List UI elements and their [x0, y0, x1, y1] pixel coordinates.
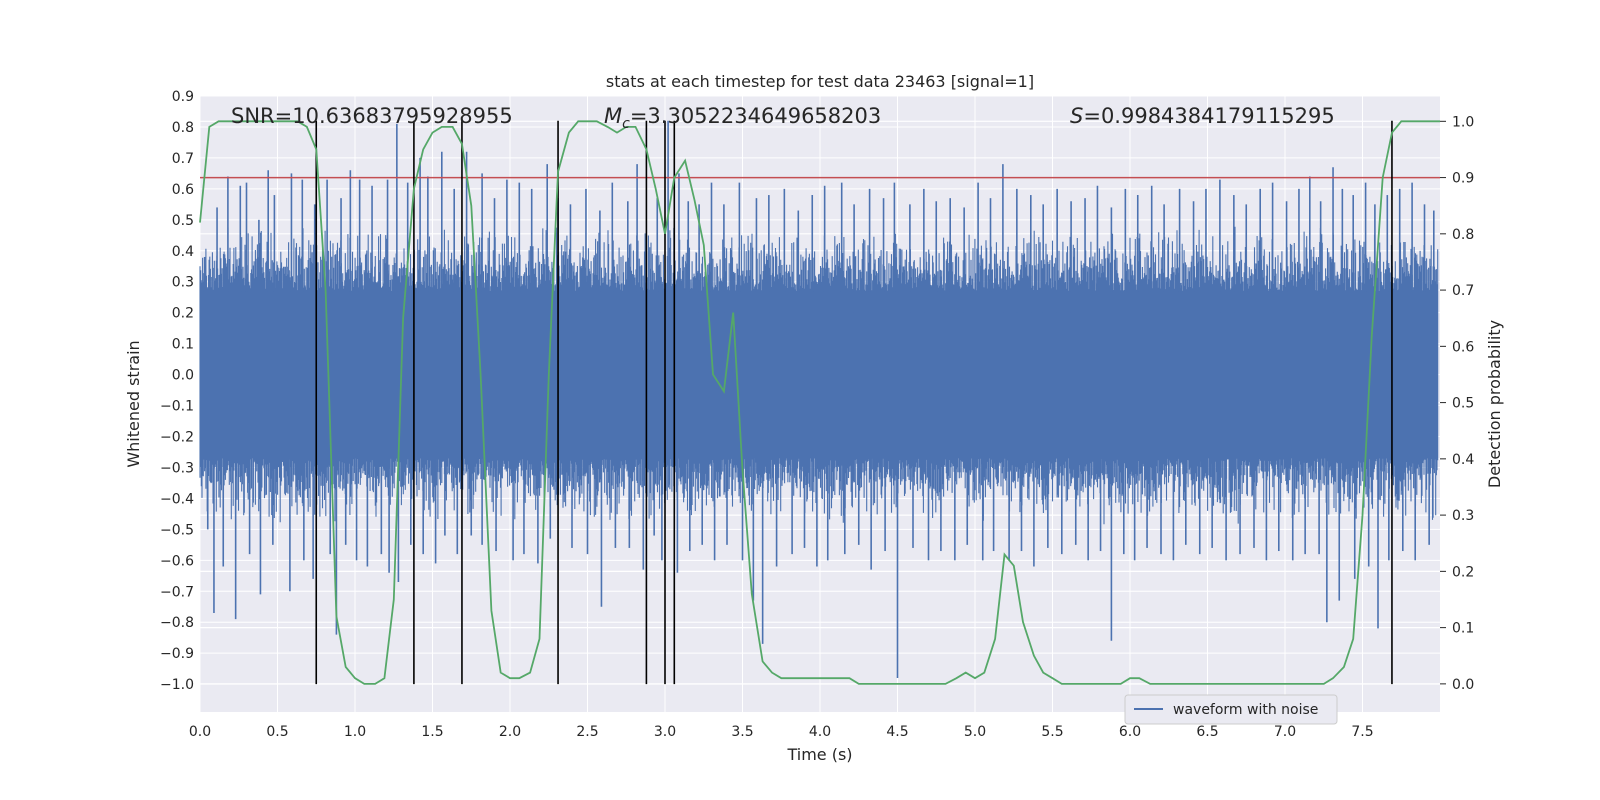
x-tick-label: 0.0 — [189, 724, 211, 740]
y-tick-label: 0.4 — [172, 244, 194, 260]
y-tick-label: 0.8 — [172, 120, 194, 136]
x-tick-label: 0.5 — [266, 724, 288, 740]
x-tick-labels: 0.0 0.5 1.0 1.5 2.0 2.5 3.0 3.5 4.0 4.5 5.0 5.5 6.0 6… — [189, 724, 1374, 740]
legend-label: waveform with noise — [1173, 702, 1318, 718]
y-tick-label: −0.3 — [160, 460, 194, 476]
x-tick-label: 7.5 — [1351, 724, 1373, 740]
y-tick-label: −0.9 — [160, 646, 194, 662]
x-tick-label: 7.0 — [1274, 724, 1296, 740]
probability-series — [199, 120, 1440, 685]
x-tick-label: 6.0 — [1119, 724, 1141, 740]
chart-title: stats at each timestep for test data 234… — [606, 72, 1034, 91]
y2-tick-label: 1.0 — [1452, 114, 1474, 130]
x-tick-label: 4.5 — [886, 724, 908, 740]
y2-tick-label: 0.8 — [1452, 227, 1474, 243]
score-annotation: S=0.9984384179115295 — [1070, 104, 1335, 128]
y-tick-label: 0.1 — [172, 337, 194, 353]
chirp-mass-annotation: Mc=3.3052234649658203 — [604, 104, 881, 132]
y2-tick-label: 0.0 — [1452, 677, 1474, 693]
y2-tick-label: 0.9 — [1452, 171, 1474, 187]
x-tick-label: 5.0 — [964, 724, 986, 740]
x-tick-label: 3.5 — [731, 724, 753, 740]
x-tick-label: 3.0 — [654, 724, 676, 740]
y-tick-label: 0.6 — [172, 182, 194, 198]
y-tick-label: −0.7 — [160, 584, 194, 600]
y-tick-label: −0.6 — [160, 553, 194, 569]
y-tick-label: −1.0 — [160, 677, 194, 693]
y2-axis-label: Detection probability — [1485, 320, 1504, 488]
y2-tick-label: 0.3 — [1452, 508, 1474, 524]
y2-tick-labels: 1.0 0.9 0.8 0.7 0.6 0.5 0.4 0.3 0.2 0.1 0.0 — [1440, 114, 1474, 693]
probability-line — [199, 120, 1440, 685]
y-tick-label: 0.7 — [172, 151, 194, 167]
x-tick-label: 6.5 — [1196, 724, 1218, 740]
legend: waveform with noise — [1124, 694, 1338, 725]
y2-tick-label: 0.1 — [1452, 621, 1474, 637]
y-tick-labels: 0.9 0.8 0.7 0.6 0.5 0.4 0.3 0.2 0.1 0.0 −0.1 −0.2 −0… — [160, 89, 194, 693]
y-tick-label: −0.8 — [160, 615, 194, 631]
x-tick-label: 5.5 — [1041, 724, 1063, 740]
y-tick-label: 0.0 — [172, 368, 194, 384]
x-tick-label: 1.0 — [344, 724, 366, 740]
y-tick-label: 0.3 — [172, 275, 194, 291]
y-tick-label: −0.4 — [160, 491, 194, 507]
waveform-series — [199, 120, 1439, 678]
x-tick-label: 2.0 — [499, 724, 521, 740]
x-tick-label: 2.5 — [576, 724, 598, 740]
x-tick-label: 4.0 — [809, 724, 831, 740]
y2-tick-label: 0.2 — [1452, 564, 1474, 580]
y-tick-label: 0.5 — [172, 213, 194, 229]
y2-tick-label: 0.4 — [1452, 452, 1474, 468]
y-tick-label: −0.5 — [160, 522, 194, 538]
legend-box — [1124, 694, 1338, 725]
y-tick-label: −0.1 — [160, 399, 194, 415]
y-tick-label: 0.9 — [172, 89, 194, 105]
y-tick-label: −0.2 — [160, 430, 194, 446]
y2-tick-label: 0.6 — [1452, 339, 1474, 355]
snr-annotation: SNR=10.63683795928955 — [231, 104, 513, 128]
y-tick-label: 0.2 — [172, 306, 194, 322]
y2-tick-label: 0.7 — [1452, 283, 1474, 299]
event-lines — [315, 120, 1393, 685]
x-axis-label: Time (s) — [786, 745, 852, 764]
x-tick-label: 1.5 — [421, 724, 443, 740]
y-axis-label: Whitened strain — [124, 340, 143, 467]
waveform-core-band — [200, 291, 1438, 459]
y2-tick-label: 0.5 — [1452, 396, 1474, 412]
